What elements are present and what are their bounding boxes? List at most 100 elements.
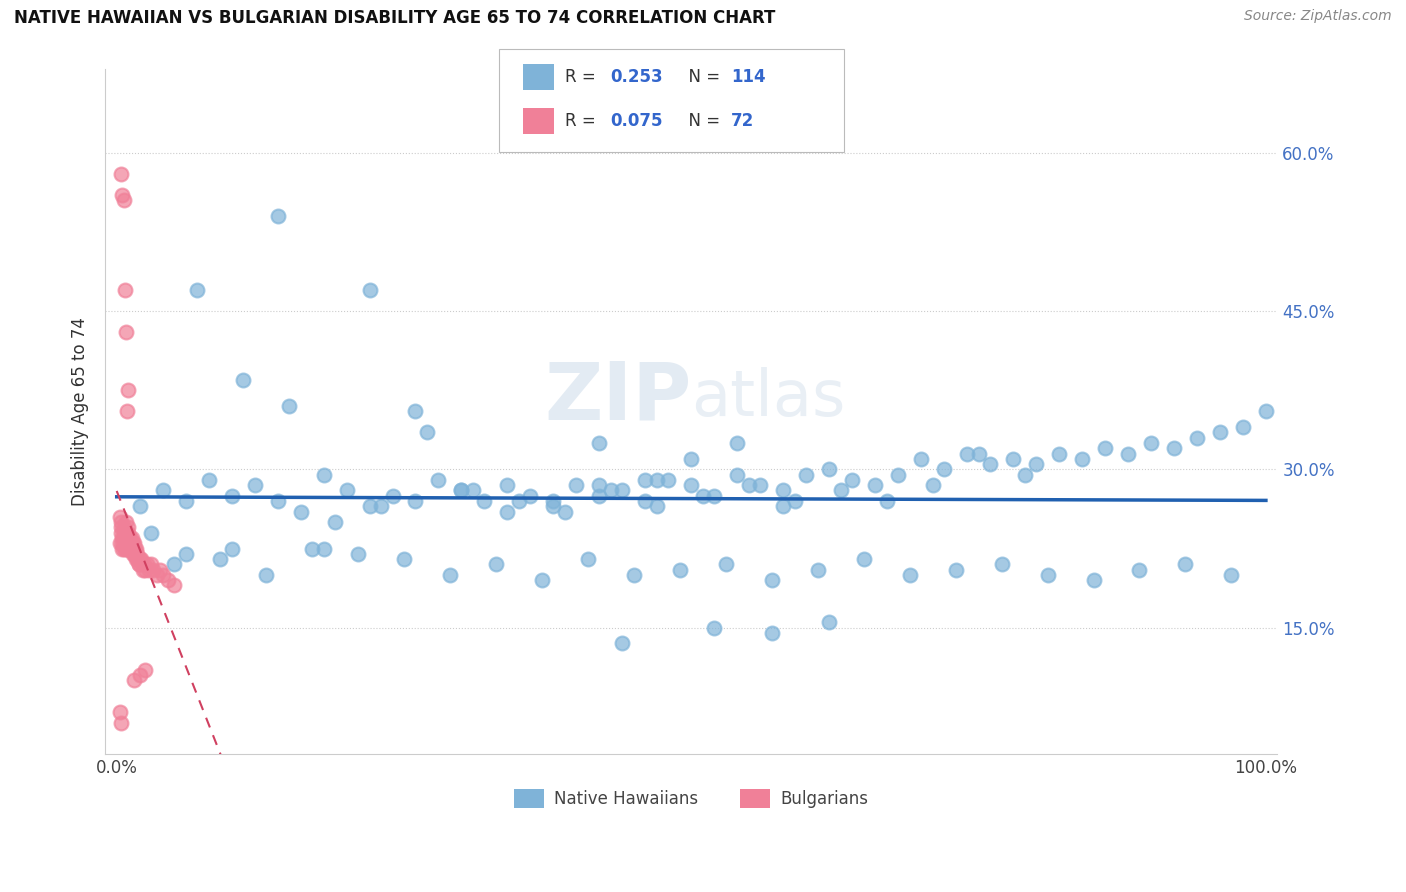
Point — [1128, 563, 1150, 577]
Point — [118, 536, 141, 550]
Point — [266, 494, 288, 508]
Point — [714, 558, 737, 572]
Point — [1174, 558, 1197, 572]
Point — [381, 489, 404, 503]
Text: R =: R = — [565, 68, 602, 86]
Point — [163, 558, 186, 572]
Point — [818, 462, 841, 476]
Point — [1116, 446, 1139, 460]
Point — [1071, 451, 1094, 466]
Point — [876, 494, 898, 508]
Point — [427, 473, 450, 487]
Point — [703, 621, 725, 635]
Point — [117, 525, 139, 540]
Point — [243, 478, 266, 492]
Text: ZIP: ZIP — [544, 359, 692, 437]
Text: 72: 72 — [731, 112, 755, 130]
Point — [128, 558, 150, 572]
Point — [108, 536, 131, 550]
Point — [121, 547, 143, 561]
Point — [186, 283, 208, 297]
Point — [945, 563, 967, 577]
Point — [121, 541, 143, 556]
Point — [115, 531, 138, 545]
Point — [115, 515, 138, 529]
Point — [120, 531, 142, 545]
Point — [121, 531, 143, 545]
Point — [131, 558, 153, 572]
Point — [703, 489, 725, 503]
Point — [772, 500, 794, 514]
Point — [142, 563, 165, 577]
Point — [110, 715, 132, 730]
Point — [110, 525, 132, 540]
Point — [359, 283, 381, 297]
Point — [174, 547, 197, 561]
Point — [312, 467, 335, 482]
Point — [599, 483, 621, 498]
Point — [588, 489, 610, 503]
Point — [301, 541, 323, 556]
Point — [254, 567, 277, 582]
Point — [128, 558, 150, 572]
Point — [112, 520, 135, 534]
Point — [852, 552, 875, 566]
Point — [115, 325, 138, 339]
Point — [115, 541, 138, 556]
Point — [634, 494, 657, 508]
Point — [530, 573, 553, 587]
Point — [108, 509, 131, 524]
Point — [898, 567, 921, 582]
Point — [783, 494, 806, 508]
Point — [117, 531, 139, 545]
Point — [956, 446, 979, 460]
Point — [128, 500, 150, 514]
Point — [645, 500, 668, 514]
Point — [934, 462, 956, 476]
Legend: Native Hawaiians, Bulgarians: Native Hawaiians, Bulgarians — [508, 782, 875, 814]
Point — [209, 552, 232, 566]
Point — [149, 563, 172, 577]
Point — [290, 505, 312, 519]
Point — [127, 552, 149, 566]
Point — [335, 483, 357, 498]
Point — [1094, 442, 1116, 456]
Point — [174, 494, 197, 508]
Text: NATIVE HAWAIIAN VS BULGARIAN DISABILITY AGE 65 TO 74 CORRELATION CHART: NATIVE HAWAIIAN VS BULGARIAN DISABILITY … — [14, 9, 776, 27]
Point — [370, 500, 392, 514]
Point — [114, 531, 136, 545]
Point — [416, 425, 439, 440]
Point — [979, 457, 1001, 471]
Point — [135, 558, 157, 572]
Point — [921, 478, 943, 492]
Point — [794, 467, 817, 482]
Point — [114, 525, 136, 540]
Point — [134, 663, 156, 677]
Point — [761, 626, 783, 640]
Point — [830, 483, 852, 498]
Point — [887, 467, 910, 482]
Point — [508, 494, 530, 508]
Point — [114, 531, 136, 545]
Point — [1140, 436, 1163, 450]
Point — [138, 563, 160, 577]
Point — [125, 552, 148, 566]
Point — [1185, 431, 1208, 445]
Point — [669, 563, 692, 577]
Point — [122, 536, 145, 550]
Point — [111, 541, 134, 556]
Point — [118, 536, 141, 550]
Point — [1025, 457, 1047, 471]
Point — [110, 520, 132, 534]
Point — [120, 536, 142, 550]
Point — [588, 436, 610, 450]
Point — [122, 673, 145, 688]
Point — [612, 636, 634, 650]
Point — [115, 536, 138, 550]
Point — [681, 478, 703, 492]
Point — [450, 483, 472, 498]
Point — [841, 473, 863, 487]
Point — [111, 536, 134, 550]
Point — [485, 558, 508, 572]
Point — [146, 567, 169, 582]
